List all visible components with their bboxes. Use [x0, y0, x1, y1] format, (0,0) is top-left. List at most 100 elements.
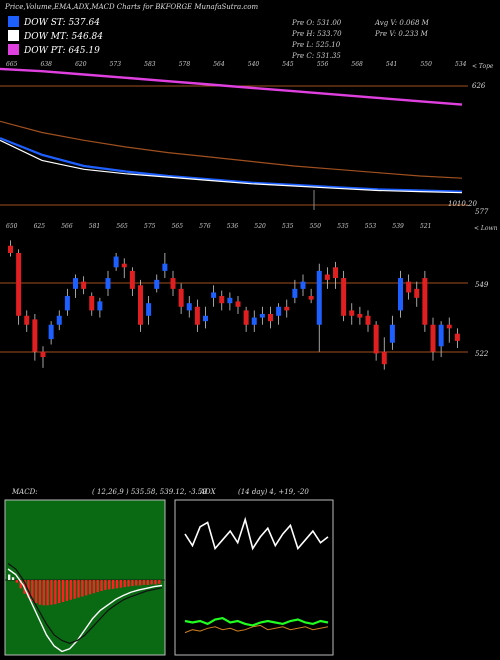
- prev-high: Pre H: 533.70: [292, 30, 342, 38]
- macd-histogram-bar: [81, 580, 84, 597]
- price-right-label-lower: 1010.20: [448, 200, 477, 208]
- macd-histogram-bar: [131, 580, 134, 587]
- macd-histogram-bar: [104, 580, 107, 590]
- macd-lines: [7, 563, 163, 653]
- legend-dow-st: DOW ST: 537.64: [8, 16, 100, 28]
- adx-background: [174, 499, 334, 656]
- adx-panel: ADX (14 day) 4, +19, -20: [174, 488, 334, 656]
- legend-dow-pt-label: DOW PT: 645.19: [24, 46, 100, 56]
- candle-body: [276, 306, 282, 316]
- candle-body: [381, 351, 387, 365]
- macd-histogram-bar: [34, 580, 38, 604]
- candle-body: [146, 303, 152, 316]
- ema-top-label: 564: [213, 61, 225, 68]
- candle-body: [121, 263, 127, 268]
- candle-body: [32, 319, 38, 352]
- candle-body: [438, 324, 444, 347]
- ema-top-label: 665: [6, 61, 18, 68]
- ema-top-labels: 665 638 620 573 583 578 564 540 545 556 568 541 550 5…: [6, 61, 467, 68]
- macd-histogram-bar: [42, 580, 45, 606]
- prev-volume: Pre V: 0.233 M: [375, 30, 428, 38]
- legend-dow-mt-label: DOW MT: 546.84: [24, 32, 103, 42]
- candle-body: [81, 281, 87, 289]
- candle-body: [454, 333, 460, 341]
- candle-body: [56, 315, 62, 325]
- macd-histogram-bar: [54, 580, 57, 605]
- candle-body: [178, 288, 184, 307]
- candle-body: [16, 252, 22, 316]
- ema-top-label: 550: [420, 61, 432, 68]
- macd-histogram-bar: [115, 580, 119, 589]
- macd-histogram-bar: [96, 580, 99, 593]
- candle-body: [235, 301, 241, 307]
- macd-histogram-bar: [85, 580, 88, 596]
- candle-body: [203, 315, 208, 322]
- prev-open: Pre O: 531.00: [292, 19, 342, 27]
- candle-top-label: 536: [227, 223, 239, 230]
- candle-top-label: 521: [420, 223, 431, 230]
- candle-body: [154, 279, 160, 289]
- adx-plus-di-line: [184, 616, 329, 627]
- candle-body: [211, 292, 217, 298]
- macd-histogram-bar: [19, 580, 22, 589]
- adx-params: (14 day) 4, +19, -20: [238, 488, 309, 496]
- candle-body: [300, 281, 306, 289]
- macd-histogram-bar: [38, 580, 42, 605]
- candle-body: [64, 296, 70, 311]
- macd-background: [4, 499, 166, 656]
- candle-body: [251, 317, 257, 325]
- macd-histogram-bar: [146, 580, 149, 585]
- candle-body: [219, 296, 225, 304]
- candle-body: [89, 296, 95, 311]
- candle-body: [105, 278, 111, 289]
- legend-dow-pt: DOW PT: 645.19: [8, 44, 100, 56]
- candle-body: [194, 306, 200, 325]
- price-right-header: < Tope: [472, 63, 494, 70]
- ema-lines: [0, 67, 463, 194]
- candle-body: [227, 297, 233, 304]
- candle-top-label: 535: [337, 223, 349, 230]
- candle-body: [292, 288, 298, 298]
- candle-top-label: 550: [310, 223, 322, 230]
- candle-body: [48, 324, 54, 340]
- candle-body: [268, 313, 273, 322]
- ema-top-label: 556: [317, 61, 329, 68]
- candle-top-label: 581: [89, 223, 100, 230]
- macd-label: MACD:: [11, 488, 38, 496]
- macd-histogram-bar: [11, 577, 15, 580]
- macd-histogram-bar: [61, 580, 65, 602]
- chart-title: Price,Volume,EMA,ADX,MACD Charts for BKF…: [5, 3, 259, 11]
- avg-volume: Avg V: 0.068 M: [375, 19, 429, 27]
- macd-histogram-bar: [100, 580, 103, 591]
- candle-body: [333, 267, 338, 279]
- macd-line: [7, 563, 163, 644]
- macd-histogram-bar: [27, 580, 30, 598]
- macd-histogram-bar: [142, 580, 146, 585]
- macd-histogram-bar: [73, 580, 76, 599]
- ema-top-label: 583: [144, 61, 156, 68]
- candle-body: [97, 301, 103, 311]
- candle-body: [365, 315, 371, 325]
- legend-dow-mt: DOW MT: 546.84: [8, 30, 103, 42]
- macd-histogram-bar: [15, 580, 19, 583]
- candle-body: [170, 278, 176, 289]
- macd-histogram-bar: [119, 580, 122, 588]
- candle-right-header: < Lown: [474, 225, 498, 232]
- candle-top-label: 625: [34, 223, 46, 230]
- candles: [8, 240, 460, 370]
- candle-body: [308, 296, 314, 300]
- candle-body: [414, 288, 420, 298]
- candle-top-label: 576: [199, 223, 211, 230]
- ema-top-label: 578: [179, 61, 191, 68]
- macd-histogram-bar: [154, 580, 157, 585]
- candle-body: [24, 315, 30, 325]
- macd-histogram-bar: [65, 580, 69, 601]
- candle-body: [341, 278, 347, 316]
- ema-series-line: [0, 67, 463, 106]
- adx-label: ADX: [199, 488, 217, 496]
- macd-histogram-bar: [111, 580, 115, 589]
- candles-panel: 650 625 566 581 565 575 565 576 536 520 535 550 535 5…: [0, 208, 498, 370]
- candle-body: [422, 278, 428, 325]
- candle-top-label: 553: [365, 223, 377, 230]
